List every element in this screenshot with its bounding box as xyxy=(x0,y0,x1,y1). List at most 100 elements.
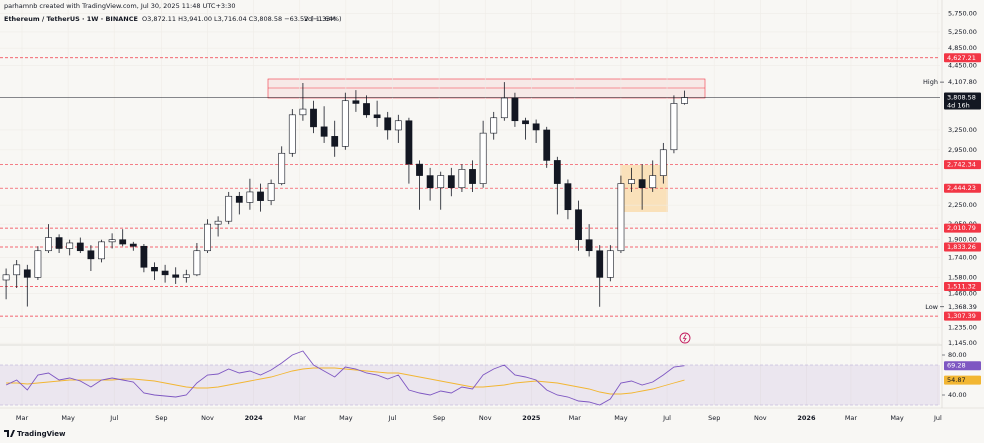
candle-body xyxy=(246,191,254,203)
candle-body xyxy=(151,266,158,272)
candle-body xyxy=(426,175,434,189)
candle-body xyxy=(172,274,180,278)
candle-body xyxy=(320,126,328,137)
y-tick-label: 4,850.00 xyxy=(948,44,977,52)
candle-body xyxy=(34,250,42,278)
candle-body xyxy=(352,100,360,104)
candle-body xyxy=(204,223,211,252)
event-bolt xyxy=(682,334,687,342)
y-tick-label: 2,950.00 xyxy=(948,146,977,154)
x-tick-label: Mar xyxy=(845,414,858,422)
level-badge xyxy=(944,160,981,170)
x-tick-label: May xyxy=(890,414,904,422)
candle-body xyxy=(140,245,148,268)
level-label: 1,511.32 xyxy=(947,282,976,290)
ohlc: O3,872.11 H3,941.00 L3,716.04 C3,808.58 … xyxy=(142,15,342,23)
y-tick-label: 1,580.00 xyxy=(948,273,977,281)
candle-body xyxy=(2,274,10,281)
level-badge xyxy=(944,281,981,291)
candle-body xyxy=(681,97,688,104)
x-tick-label: Nov xyxy=(479,414,492,422)
x-tick-label: May xyxy=(614,414,628,422)
tv-logo xyxy=(4,430,15,437)
marker-label: 4,107.80 xyxy=(948,78,977,86)
candle-body xyxy=(606,250,614,278)
x-tick-label: Jul xyxy=(109,414,118,422)
y-tick-label: 1,900.00 xyxy=(948,236,977,244)
marker-label: 1,368.39 xyxy=(948,303,977,311)
candle-body xyxy=(522,120,529,125)
candle-body xyxy=(553,160,561,184)
x-tick-label: 2025 xyxy=(522,414,541,422)
level-badge xyxy=(944,242,981,252)
candle-body xyxy=(405,120,413,165)
candle-body xyxy=(235,195,243,203)
candle-body xyxy=(575,209,582,240)
y-tick-label: 3,250.00 xyxy=(948,126,977,134)
last-price-label: 3,808.58 xyxy=(947,94,976,102)
rsi-ma-line-label: 54.87 xyxy=(947,376,966,384)
x-tick-label: Mar xyxy=(16,414,29,422)
y-tick-label: 5,750.00 xyxy=(948,9,977,17)
x-tick-label: 2026 xyxy=(797,414,816,422)
candle-body xyxy=(416,163,423,176)
x-tick-label: Jul xyxy=(933,414,942,422)
level-label: 1,833.26 xyxy=(947,243,976,251)
candle-body xyxy=(500,97,508,119)
candle-body xyxy=(129,243,137,247)
candle-body xyxy=(98,241,105,260)
candle-body xyxy=(331,136,339,147)
x-tick-label: 2024 xyxy=(245,414,264,422)
candle-body xyxy=(649,175,657,189)
candle-body xyxy=(278,152,286,184)
level-label: 2,010.79 xyxy=(947,224,976,232)
x-tick-label: Jul xyxy=(388,414,397,422)
x-tick-label: Mar xyxy=(569,414,582,422)
candle-body xyxy=(532,123,540,131)
candle-body xyxy=(585,239,593,252)
y-tick-label: 2,250.00 xyxy=(948,201,977,209)
x-tick-label: May xyxy=(61,414,75,422)
candle-body xyxy=(341,100,349,147)
y-tick-label: 1,235.00 xyxy=(948,324,977,332)
rsi-tick-label: 80.00 xyxy=(948,351,967,359)
rsi-line xyxy=(5,350,685,406)
candle-body xyxy=(447,175,455,189)
header: parhamnb created with TradingView.com, J… xyxy=(4,2,236,10)
candle-body xyxy=(596,250,604,278)
candle-body xyxy=(617,183,625,252)
candle-body xyxy=(310,108,317,128)
candle-body xyxy=(638,179,646,189)
x-tick-label: Jul xyxy=(662,414,671,422)
candle-body xyxy=(628,179,635,184)
y-tick-label: 4,450.00 xyxy=(948,62,977,70)
level-label: 1,307.39 xyxy=(947,312,976,320)
level-label: 4,627.21 xyxy=(947,54,976,62)
y-tick-label: 1,145.00 xyxy=(948,339,977,347)
y-tick-label: 1,740.00 xyxy=(948,254,977,262)
candle-body xyxy=(288,114,296,154)
level-badge xyxy=(944,311,981,321)
x-tick-label: Sep xyxy=(708,414,720,422)
rsi-ma-line-badge xyxy=(944,375,981,385)
candle-body xyxy=(108,239,116,243)
candle-body xyxy=(23,269,31,278)
candle-body xyxy=(490,117,498,134)
countdown-label: 4d 16h xyxy=(947,102,970,110)
candle-body xyxy=(119,239,127,245)
event-icon xyxy=(679,332,691,344)
x-tick-label: Nov xyxy=(201,414,214,422)
candle-body xyxy=(511,97,519,122)
plot: Mar May Jul Sep Nov 2024 Mar May Jul Sep Nov 2025 Ma… xyxy=(0,0,981,422)
volume: Vol 1.33M xyxy=(304,15,336,23)
y-tick-label: 1,460.00 xyxy=(948,290,977,298)
marker-text: Low xyxy=(925,303,938,311)
candle-body xyxy=(87,250,95,260)
candle-body xyxy=(458,169,466,189)
candle-body xyxy=(394,120,402,131)
candle-body xyxy=(437,175,445,189)
level-badge xyxy=(944,223,981,233)
symbol: Ethereum / TetherUS · 1W · BINANCE xyxy=(4,15,138,23)
